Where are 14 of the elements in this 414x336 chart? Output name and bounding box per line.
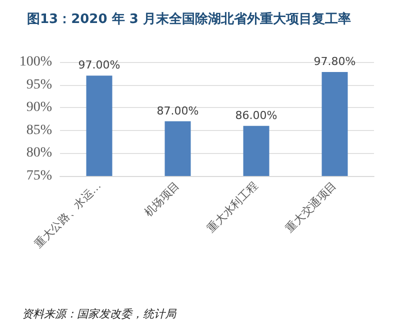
y-tick-label: 95% [26,77,52,92]
data-label: 86.00% [235,108,278,122]
y-tick-label: 90% [26,100,52,116]
chart-title: 图13：2020 年 3 月末全国除湖北省外重大项目复工率 [27,11,351,27]
data-label: 97.00% [78,58,120,72]
x-tick-label: 机场项目 [142,180,182,220]
y-tick-label: 80% [26,146,52,161]
y-tick-label: 85% [26,122,52,138]
x-tick-label: 重大交通项目 [283,179,339,235]
data-label: 87.00% [156,104,199,118]
data-label: 97.80% [314,55,356,68]
y-tick-label: 100% [19,54,52,70]
text: 资料来源：国家发改委，统计局 [22,308,177,320]
x-tick-label: 重大水利工程 [204,179,260,235]
